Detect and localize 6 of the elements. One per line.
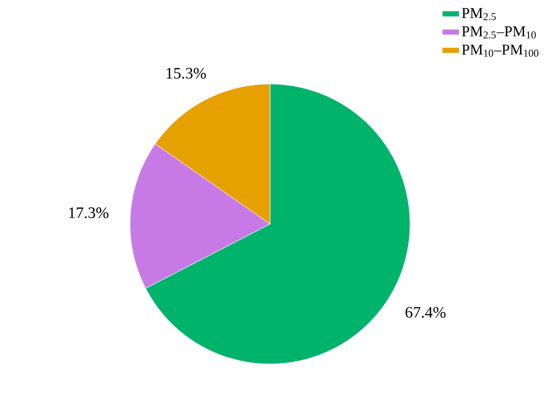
legend-label: PM$_{10}$–PM$_{100}$	[462, 44, 538, 57]
legend-label: PM$_{2.5}$	[462, 8, 496, 20]
data-label: 17.3%	[69, 207, 108, 218]
data-label: 15.3%	[166, 68, 206, 79]
legend-label: PM$_{2.5}$–PM$_{10}$	[462, 26, 536, 39]
data-label: 67.4%	[406, 306, 446, 318]
